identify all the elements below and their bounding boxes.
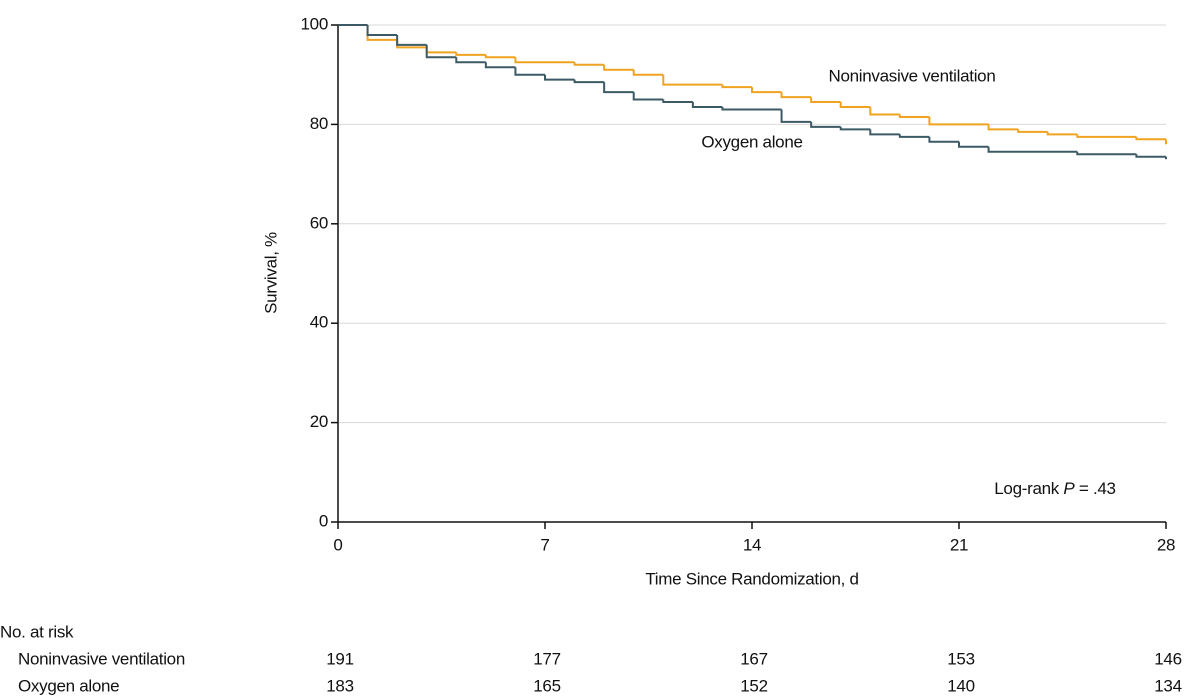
x-tick-label: 14 xyxy=(743,535,761,554)
survival-step xyxy=(603,64,634,71)
survival-step xyxy=(573,62,605,66)
survival-step xyxy=(898,134,930,138)
survival-step xyxy=(958,141,989,148)
annotation: Log-rank P = .43 xyxy=(994,479,1115,498)
risk-value: 177 xyxy=(533,649,560,668)
survival-step xyxy=(662,74,723,86)
survival-step xyxy=(514,67,545,76)
survival-step xyxy=(928,136,959,143)
survival-step xyxy=(810,121,841,128)
survival-step xyxy=(1046,131,1078,136)
survival-step xyxy=(1017,129,1048,133)
survival-step xyxy=(573,79,605,84)
risk-value: 167 xyxy=(740,649,767,668)
survival-step xyxy=(514,57,575,64)
risk-row-name: Noninvasive ventilation xyxy=(18,649,185,668)
x-tick-label: 0 xyxy=(333,535,342,554)
survival-step xyxy=(1076,134,1137,138)
survival-step xyxy=(662,99,693,104)
survival-step xyxy=(632,92,664,101)
x-tick-label: 21 xyxy=(950,535,968,554)
y-tick-label: 80 xyxy=(310,114,328,133)
survival-step xyxy=(810,97,841,104)
y-tick-label: 0 xyxy=(319,511,328,530)
y-axis-label: Survival, % xyxy=(261,232,280,314)
survival-step xyxy=(839,126,871,131)
risk-value: 165 xyxy=(533,676,560,695)
risk-value: 134 xyxy=(1154,676,1181,695)
risk-value: 146 xyxy=(1154,649,1181,668)
survival-step xyxy=(780,109,812,123)
survival-step xyxy=(987,146,1078,153)
survival-step xyxy=(898,114,930,118)
survival-step xyxy=(544,74,575,81)
survival-step xyxy=(396,39,427,49)
risk-table-title: No. at risk xyxy=(0,622,74,641)
risk-row-name: Oxygen alone xyxy=(18,676,119,695)
annotation-text: Log-rank xyxy=(994,479,1059,498)
survival-step xyxy=(396,34,427,46)
survival-step xyxy=(751,87,782,94)
survival-step xyxy=(455,52,486,56)
risk-value: 153 xyxy=(947,649,974,668)
survival-step xyxy=(366,25,398,36)
y-tick-label: 40 xyxy=(310,313,328,332)
survival-step xyxy=(869,129,900,136)
survival-step xyxy=(987,124,1019,131)
survival-step xyxy=(366,25,398,41)
risk-value: 140 xyxy=(947,676,974,695)
survival-step xyxy=(1135,154,1166,158)
x-tick-label: 28 xyxy=(1157,535,1175,554)
survival-step xyxy=(691,102,723,109)
survival-step xyxy=(484,54,516,59)
x-tick-label: 7 xyxy=(540,535,549,554)
survival-step xyxy=(721,107,782,111)
survival-step xyxy=(721,84,752,89)
x-axis-label: Time Since Randomization, d xyxy=(645,569,858,588)
risk-value: 152 xyxy=(740,676,767,695)
annotation-text: = .43 xyxy=(1079,479,1116,498)
survival-step xyxy=(425,47,457,54)
survival-step xyxy=(455,57,486,64)
y-tick-label: 100 xyxy=(301,14,328,33)
survival-step xyxy=(603,82,634,94)
y-tick-label: 60 xyxy=(310,213,328,232)
series-label: Oxygen alone xyxy=(701,132,802,151)
risk-value: 191 xyxy=(326,649,353,668)
survival-step xyxy=(839,102,871,109)
survival-step xyxy=(425,44,457,59)
annotation-text: P xyxy=(1063,479,1075,498)
series-label: Noninvasive ventilation xyxy=(829,66,996,85)
survival-step xyxy=(632,69,664,76)
survival-step xyxy=(1076,151,1137,156)
survival-step xyxy=(928,116,989,126)
survival-step xyxy=(1135,136,1166,141)
survival-step xyxy=(869,107,900,116)
y-tick-label: 20 xyxy=(310,412,328,431)
risk-value: 183 xyxy=(326,676,353,695)
survival-step xyxy=(780,92,812,99)
survival-step xyxy=(484,62,516,69)
